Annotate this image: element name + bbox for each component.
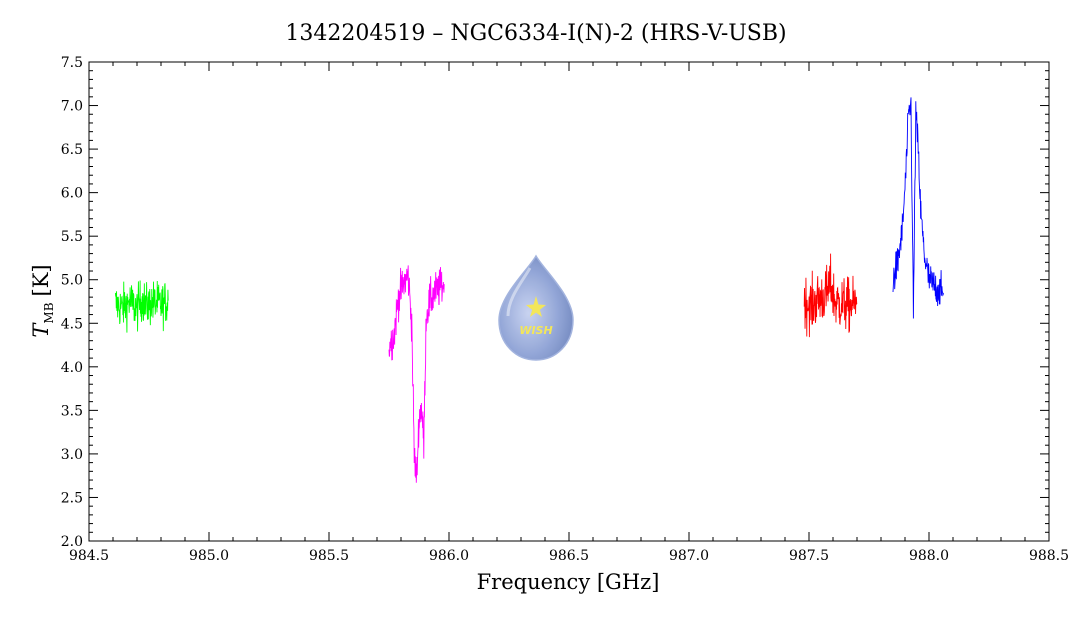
axis-ticks [88, 61, 1050, 542]
y-tick-label: 5.5 [61, 229, 83, 245]
y-tick-label: 7.0 [61, 99, 83, 115]
series-layer [114, 97, 944, 483]
y-tick-labels: 2.0 2.5 3.0 3.5 4.0 4.5 5.0 5.5 6.0 6.5 7.0 7.5 [61, 55, 83, 550]
star-icon [526, 296, 546, 317]
y-tick-label: 3.0 [61, 447, 83, 463]
y-tick-label: 4.5 [61, 316, 83, 332]
x-tick-label: 985.0 [189, 548, 229, 564]
x-tick-label: 985.5 [309, 548, 349, 564]
y-tick-label: 6.5 [61, 142, 83, 158]
y-tick-label: 6.0 [61, 186, 83, 202]
x-tick-label: 987.0 [669, 548, 709, 564]
series-line-2 [388, 265, 445, 483]
y-tick-label: 2.0 [61, 534, 83, 550]
x-tick-label: 988.5 [1029, 548, 1069, 564]
x-tick-label: 986.0 [429, 548, 469, 564]
y-tick-label: 4.0 [61, 360, 83, 376]
y-axis-label-unit: [K] [29, 264, 53, 296]
y-axis-label-subscript: MB [42, 302, 56, 323]
x-tick-label: 986.5 [549, 548, 589, 564]
x-tick-label: 987.5 [789, 548, 829, 564]
logo-text: WISH [519, 324, 552, 337]
series-line-4 [892, 97, 944, 319]
series-line-1 [114, 280, 169, 333]
drop-highlight [506, 267, 532, 317]
y-tick-label: 3.5 [61, 403, 83, 419]
series-line-3 [803, 253, 858, 338]
x-axis-label: Frequency [GHz] [477, 570, 660, 594]
x-tick-label: 984.5 [69, 548, 109, 564]
x-tick-labels: 984.5 985.0 985.5 986.0 986.5 987.0 987.5 988.0… [69, 548, 1069, 564]
y-axis-label: TMB [K] [29, 264, 56, 337]
y-tick-label: 5.0 [61, 273, 83, 289]
y-axis-label-symbol: T [29, 322, 53, 338]
chart-title: 1342204519 – NGC6334-I(N)-2 (HRS-V-USB) [285, 21, 786, 46]
y-tick-label: 2.5 [61, 490, 83, 506]
x-tick-label: 988.0 [909, 548, 949, 564]
wish-logo: WISH [498, 254, 574, 361]
y-tick-label: 7.5 [61, 55, 83, 71]
